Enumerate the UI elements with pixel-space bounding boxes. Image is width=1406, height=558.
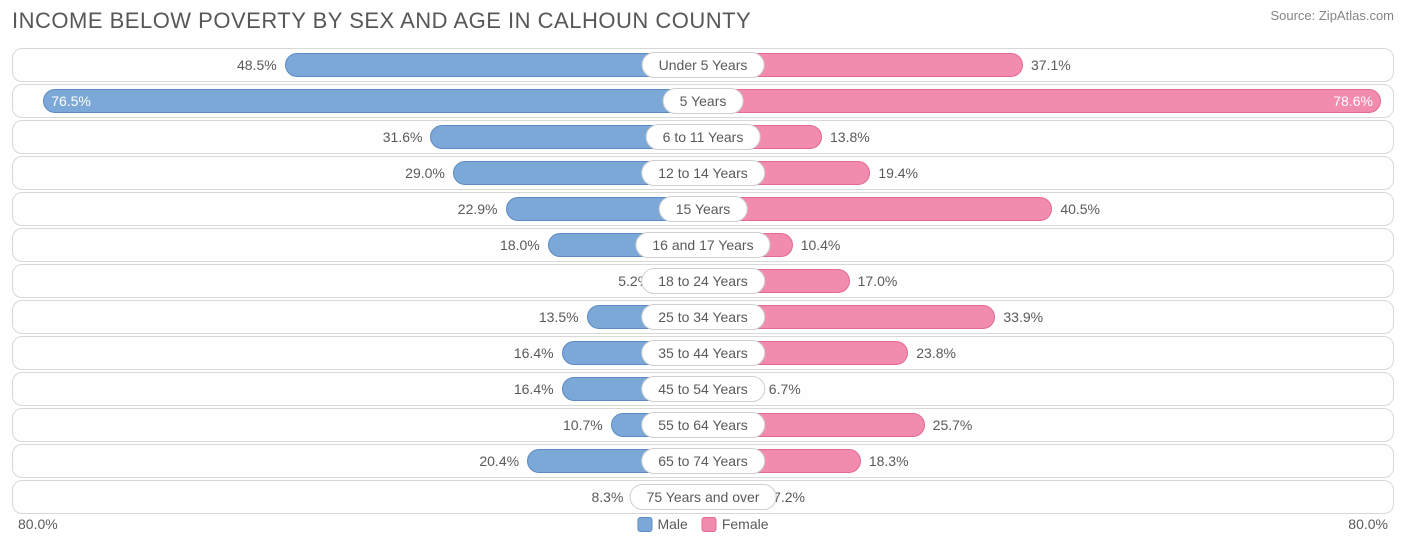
male-half: 48.5% xyxy=(13,49,703,81)
female-value: 13.8% xyxy=(830,121,870,153)
male-half: 29.0% xyxy=(13,157,703,189)
female-bar xyxy=(703,89,1381,113)
female-value: 23.8% xyxy=(916,337,956,369)
header: INCOME BELOW POVERTY BY SEX AND AGE IN C… xyxy=(12,8,1394,34)
bar-row: 29.0% 19.4% 12 to 14 Years xyxy=(12,156,1394,190)
male-half: 16.4% xyxy=(13,373,703,405)
male-value: 18.0% xyxy=(500,229,540,261)
legend-female: Female xyxy=(702,516,769,532)
male-half: 76.5% xyxy=(13,85,703,117)
category-label: 6 to 11 Years xyxy=(646,124,761,150)
female-bar xyxy=(703,197,1052,221)
legend-label-female: Female xyxy=(722,516,769,532)
legend-label-male: Male xyxy=(657,516,687,532)
category-label: 25 to 34 Years xyxy=(641,304,765,330)
category-label: 55 to 64 Years xyxy=(641,412,765,438)
category-label: 12 to 14 Years xyxy=(641,160,765,186)
male-bar xyxy=(285,53,703,77)
bar-row: 18.0% 10.4% 16 and 17 Years xyxy=(12,228,1394,262)
male-value: 8.3% xyxy=(592,481,624,513)
bar-row: 22.9% 40.5% 15 Years xyxy=(12,192,1394,226)
female-value: 78.6% xyxy=(1333,85,1381,117)
male-half: 13.5% xyxy=(13,301,703,333)
male-half: 8.3% xyxy=(13,481,703,513)
female-half: 33.9% xyxy=(703,301,1393,333)
female-value: 7.2% xyxy=(773,481,805,513)
male-half: 20.4% xyxy=(13,445,703,477)
category-label: 35 to 44 Years xyxy=(641,340,765,366)
male-value: 16.4% xyxy=(514,373,554,405)
male-half: 5.2% xyxy=(13,265,703,297)
bar-row: 16.4% 23.8% 35 to 44 Years xyxy=(12,336,1394,370)
category-label: 45 to 54 Years xyxy=(641,376,765,402)
category-label: 65 to 74 Years xyxy=(641,448,765,474)
female-value: 33.9% xyxy=(1003,301,1043,333)
category-label: 15 Years xyxy=(659,196,748,222)
male-value: 10.7% xyxy=(563,409,603,441)
female-value: 19.4% xyxy=(878,157,918,189)
male-bar xyxy=(43,89,703,113)
legend-male: Male xyxy=(637,516,687,532)
category-label: 75 Years and over xyxy=(630,484,777,510)
female-half: 7.2% xyxy=(703,481,1393,513)
male-value: 29.0% xyxy=(405,157,445,189)
category-label: 5 Years xyxy=(663,88,744,114)
female-half: 25.7% xyxy=(703,409,1393,441)
female-half: 6.7% xyxy=(703,373,1393,405)
female-half: 23.8% xyxy=(703,337,1393,369)
female-half: 19.4% xyxy=(703,157,1393,189)
female-half: 37.1% xyxy=(703,49,1393,81)
female-half: 40.5% xyxy=(703,193,1393,225)
source-label: Source: ZipAtlas.com xyxy=(1270,8,1394,23)
female-half: 18.3% xyxy=(703,445,1393,477)
female-half: 78.6% xyxy=(703,85,1393,117)
male-value: 48.5% xyxy=(237,49,277,81)
male-half: 16.4% xyxy=(13,337,703,369)
diverging-bar-chart: 48.5% 37.1% Under 5 Years 76.5% 78.6% 5 Years… xyxy=(12,48,1394,514)
male-value: 76.5% xyxy=(43,85,91,117)
female-value: 6.7% xyxy=(769,373,801,405)
category-label: 18 to 24 Years xyxy=(641,268,765,294)
legend-swatch-female xyxy=(702,517,717,532)
male-half: 31.6% xyxy=(13,121,703,153)
bar-row: 5.2% 17.0% 18 to 24 Years xyxy=(12,264,1394,298)
male-value: 22.9% xyxy=(458,193,498,225)
bar-row: 48.5% 37.1% Under 5 Years xyxy=(12,48,1394,82)
male-value: 31.6% xyxy=(383,121,423,153)
female-half: 17.0% xyxy=(703,265,1393,297)
chart-title: INCOME BELOW POVERTY BY SEX AND AGE IN C… xyxy=(12,8,751,34)
axis-max-right: 80.0% xyxy=(1348,516,1388,532)
legend-swatch-male xyxy=(637,517,652,532)
male-value: 20.4% xyxy=(479,445,519,477)
male-half: 10.7% xyxy=(13,409,703,441)
bar-row: 20.4% 18.3% 65 to 74 Years xyxy=(12,444,1394,478)
female-value: 10.4% xyxy=(801,229,841,261)
bar-row: 31.6% 13.8% 6 to 11 Years xyxy=(12,120,1394,154)
female-half: 10.4% xyxy=(703,229,1393,261)
bar-row: 16.4% 6.7%45 to 54 Years xyxy=(12,372,1394,406)
male-value: 16.4% xyxy=(514,337,554,369)
male-half: 18.0% xyxy=(13,229,703,261)
category-label: Under 5 Years xyxy=(642,52,765,78)
male-half: 22.9% xyxy=(13,193,703,225)
female-half: 13.8% xyxy=(703,121,1393,153)
bar-row: 8.3% 7.2%75 Years and over xyxy=(12,480,1394,514)
legend: Male Female xyxy=(637,516,768,532)
bar-row: 10.7% 25.7% 55 to 64 Years xyxy=(12,408,1394,442)
bar-row: 76.5% 78.6% 5 Years xyxy=(12,84,1394,118)
axis-row: 80.0% Male Female 80.0% xyxy=(12,516,1394,538)
category-label: 16 and 17 Years xyxy=(635,232,770,258)
female-value: 18.3% xyxy=(869,445,909,477)
female-value: 17.0% xyxy=(858,265,898,297)
bar-row: 13.5% 33.9% 25 to 34 Years xyxy=(12,300,1394,334)
female-value: 37.1% xyxy=(1031,49,1071,81)
axis-max-left: 80.0% xyxy=(18,516,58,532)
female-value: 25.7% xyxy=(933,409,973,441)
male-value: 13.5% xyxy=(539,301,579,333)
female-value: 40.5% xyxy=(1060,193,1100,225)
